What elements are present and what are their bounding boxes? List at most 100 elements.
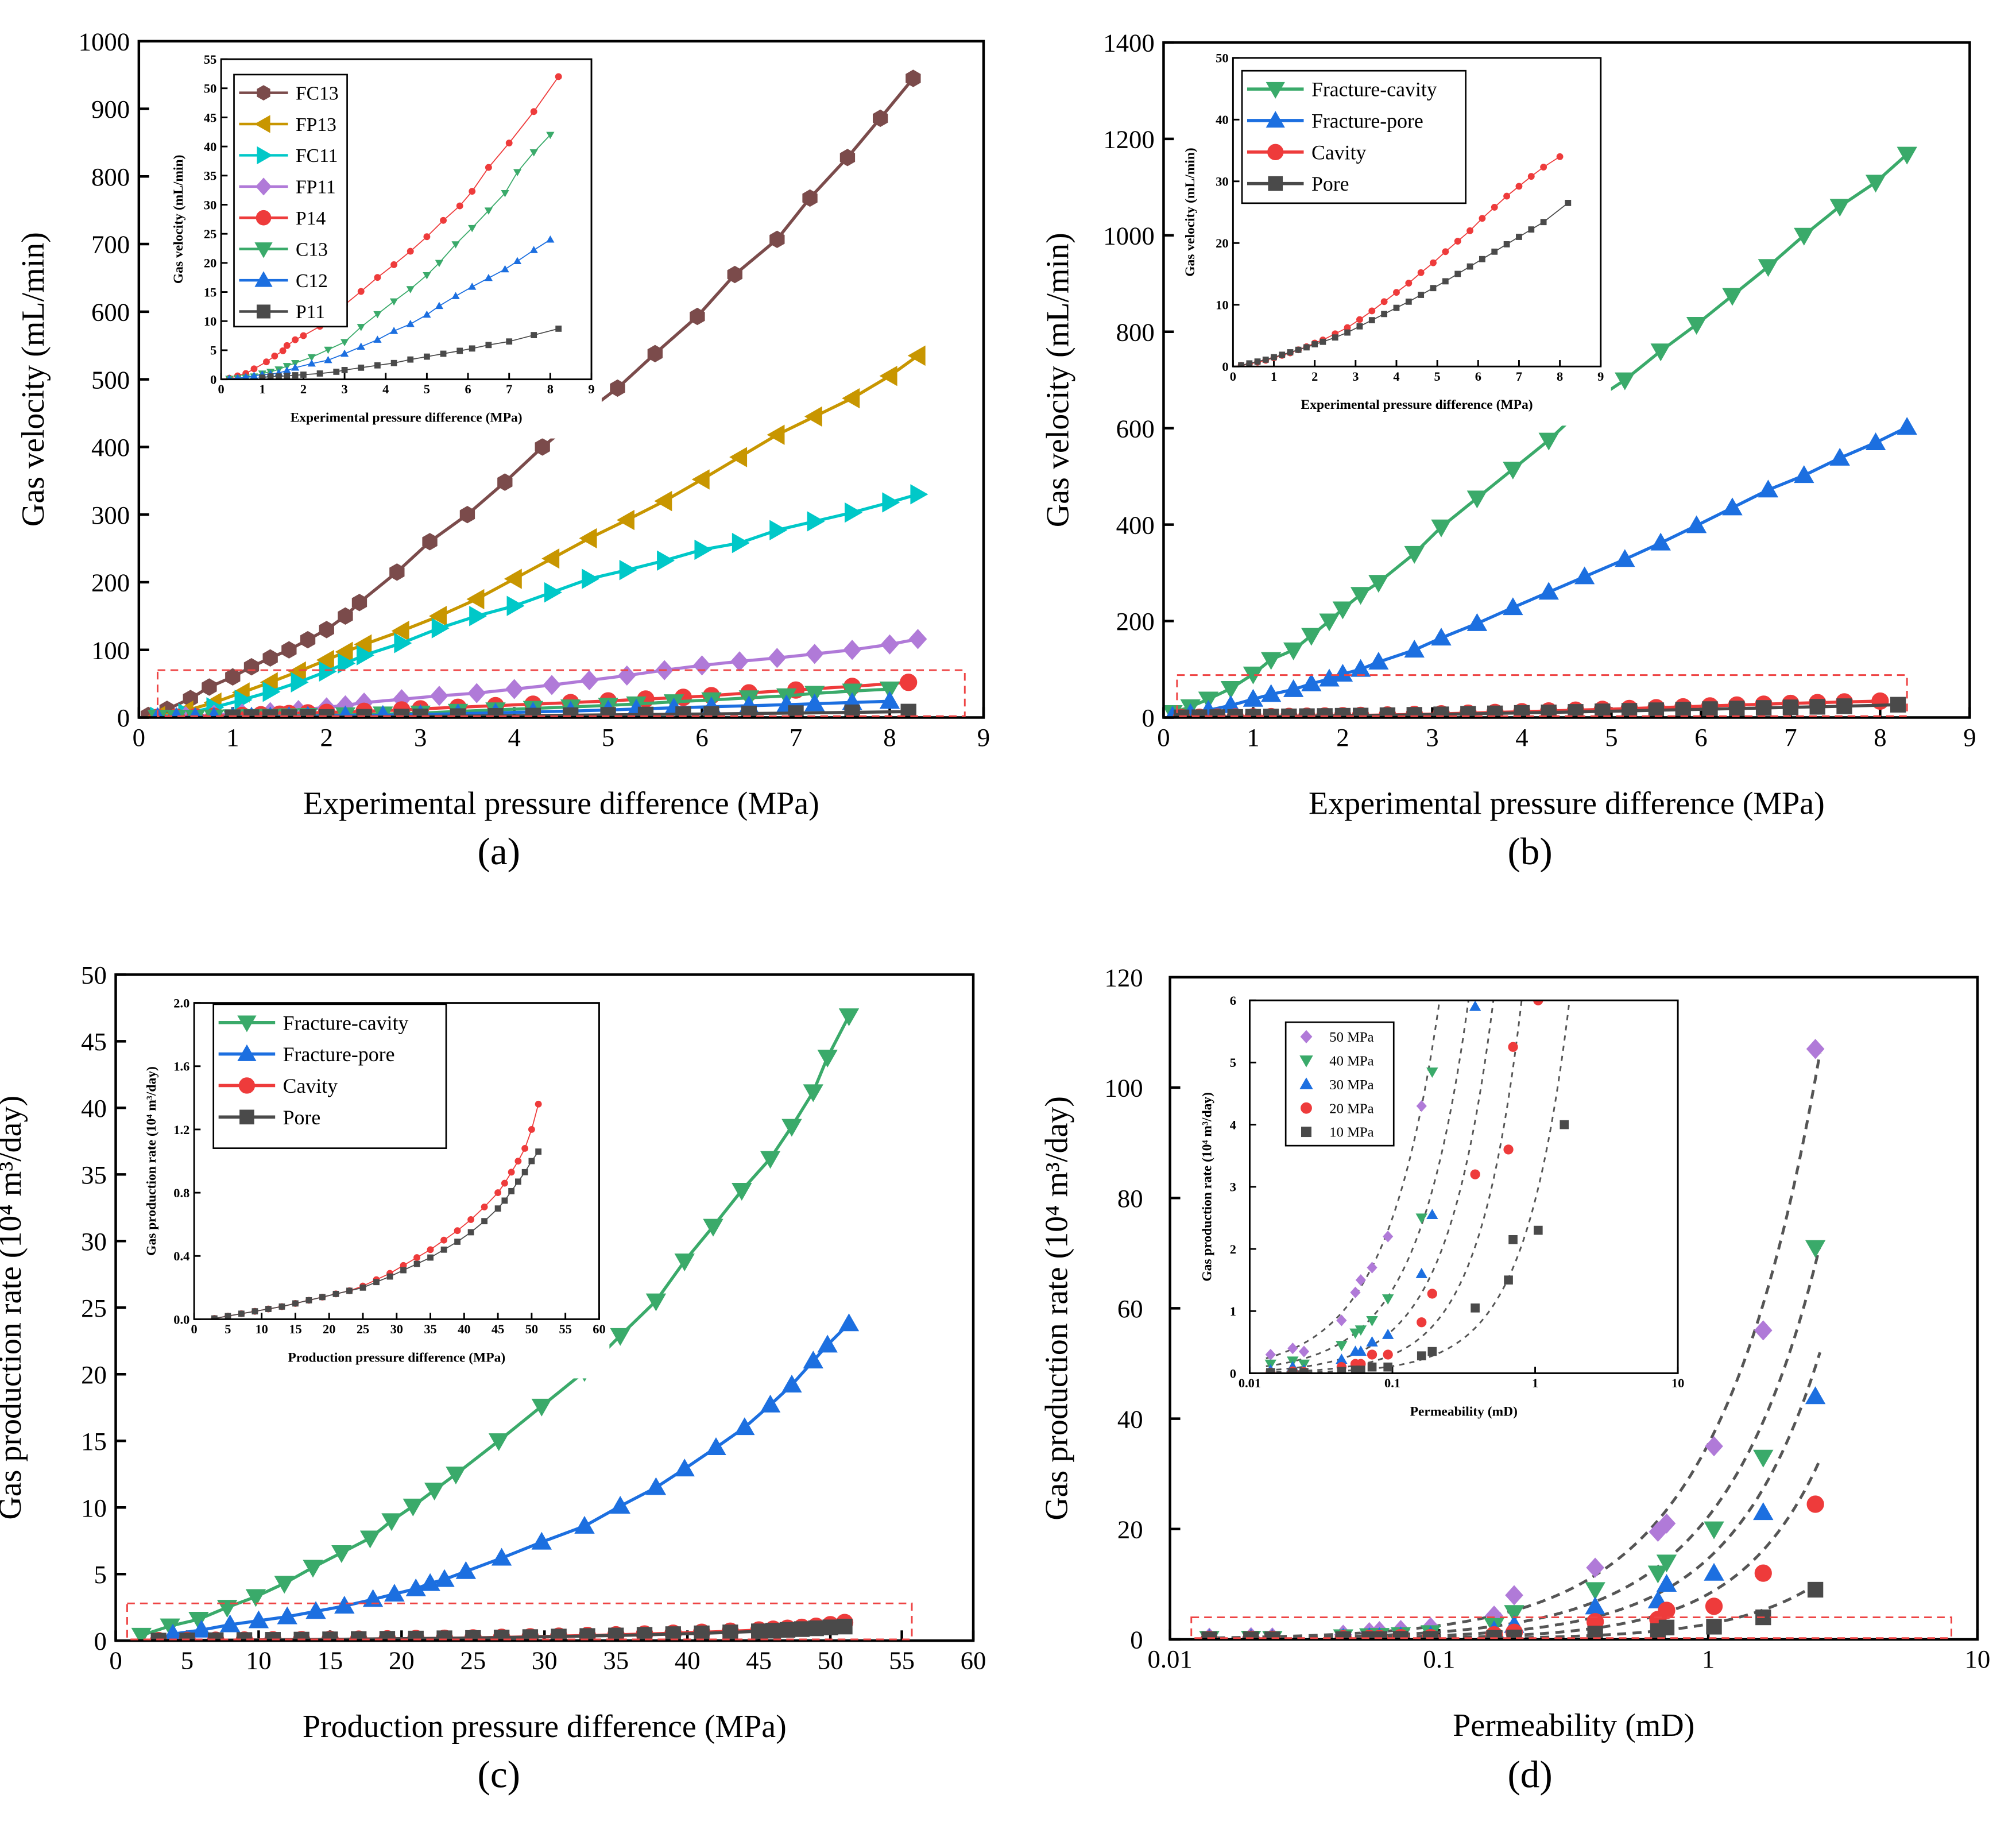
data-point bbox=[551, 1628, 567, 1641]
data-point bbox=[1586, 1557, 1604, 1578]
data-point bbox=[434, 1569, 455, 1587]
x-tick-label: 2 bbox=[1311, 369, 1318, 384]
data-point bbox=[423, 233, 431, 241]
data-point bbox=[900, 674, 918, 691]
data-point bbox=[1504, 1605, 1524, 1623]
y-tick-label: 300 bbox=[91, 501, 130, 529]
data-point bbox=[454, 1227, 461, 1235]
data-point bbox=[1427, 1289, 1437, 1299]
legend-0: FC13 FP13 FC11 FP11 P14 C13 C12 P11 bbox=[233, 74, 348, 328]
x-tick-label: 8 bbox=[1557, 369, 1563, 384]
data-point bbox=[1722, 497, 1743, 516]
data-point bbox=[1356, 323, 1363, 330]
data-point bbox=[1243, 688, 1264, 707]
data-point bbox=[1503, 192, 1511, 200]
data-point bbox=[1454, 238, 1461, 245]
legend-item: FP13 bbox=[239, 114, 336, 136]
y-tick-label: 50 bbox=[1216, 51, 1228, 65]
y-tick-label: 0 bbox=[1222, 359, 1228, 374]
data-point bbox=[1260, 684, 1282, 702]
fit-curve bbox=[1266, 1000, 1441, 1360]
data-point bbox=[521, 1169, 528, 1175]
data-point bbox=[522, 1629, 539, 1641]
x-axis-label: Experimental pressure difference (MPa) bbox=[1301, 397, 1533, 412]
y-tick-label: 600 bbox=[91, 298, 130, 327]
legend-label: 30 MPa bbox=[1329, 1077, 1373, 1093]
data-point bbox=[497, 473, 513, 491]
data-point bbox=[531, 332, 537, 338]
y-tick-label: 10 bbox=[1216, 298, 1228, 312]
data-point bbox=[1383, 1362, 1392, 1372]
data-point bbox=[468, 283, 477, 290]
data-point bbox=[657, 550, 675, 571]
y-tick-label: 600 bbox=[1116, 414, 1155, 443]
y-tick-label: 0 bbox=[94, 1627, 106, 1655]
data-point bbox=[838, 1313, 860, 1332]
data-point bbox=[263, 358, 270, 366]
data-point bbox=[1585, 1582, 1605, 1600]
plot-frame bbox=[1162, 41, 1971, 719]
data-point bbox=[451, 292, 460, 299]
data-point bbox=[501, 190, 509, 198]
data-point bbox=[265, 1306, 272, 1312]
data-point bbox=[357, 324, 365, 331]
data-point bbox=[274, 1576, 295, 1594]
inset-background bbox=[1198, 995, 1689, 1433]
x-tick-label: 10 bbox=[1671, 1376, 1684, 1390]
data-point bbox=[359, 1530, 381, 1549]
data-point bbox=[430, 686, 448, 706]
data-point bbox=[284, 373, 291, 379]
data-point bbox=[880, 634, 899, 655]
x-axis-label: Production pressure difference (MPa) bbox=[303, 1709, 787, 1744]
data-point bbox=[440, 216, 447, 224]
legend-label: FC11 bbox=[296, 145, 338, 167]
data-point bbox=[804, 406, 822, 427]
series-cavity bbox=[1173, 692, 1889, 718]
highlight-box bbox=[1190, 1616, 1952, 1639]
x-tick-label: 15 bbox=[289, 1322, 301, 1336]
x-tick-label: 0 bbox=[109, 1646, 122, 1674]
data-point bbox=[467, 1216, 475, 1223]
data-point bbox=[838, 1008, 860, 1027]
plot-area bbox=[211, 1100, 542, 1320]
plot-frame bbox=[1232, 57, 1602, 368]
data-point bbox=[291, 672, 309, 693]
y-tick-label: 0 bbox=[1230, 1366, 1236, 1380]
x-tick-label: 0.1 bbox=[1384, 1376, 1400, 1390]
data-point bbox=[1246, 360, 1253, 367]
data-point bbox=[908, 629, 927, 649]
data-point bbox=[389, 298, 398, 306]
data-point bbox=[1366, 1316, 1378, 1326]
fit-curve bbox=[1266, 1000, 1469, 1367]
data-point bbox=[1367, 1362, 1377, 1372]
data-point bbox=[335, 641, 353, 662]
data-point bbox=[1332, 664, 1353, 682]
data-point bbox=[530, 108, 537, 115]
data-point bbox=[373, 1279, 380, 1286]
x-tick-label: 8 bbox=[883, 723, 896, 752]
y-axis-label: Gas velocity (mL/min) bbox=[16, 232, 51, 527]
data-point bbox=[768, 648, 787, 668]
data-point bbox=[794, 1621, 810, 1637]
x-tick-label: 15 bbox=[318, 1646, 343, 1674]
data-point bbox=[541, 548, 560, 569]
data-point bbox=[324, 346, 332, 354]
y-tick-label: 500 bbox=[91, 365, 130, 394]
data-point bbox=[906, 69, 921, 87]
x-tick-label: 8 bbox=[1874, 723, 1886, 752]
data-point bbox=[610, 1496, 630, 1514]
y-tick-label: 35 bbox=[81, 1160, 107, 1189]
data-point bbox=[760, 1394, 781, 1413]
data-point bbox=[1355, 1345, 1367, 1356]
data-point bbox=[1383, 1231, 1394, 1243]
legend-marker bbox=[257, 85, 270, 101]
y-axis-label: Gas velocity (mL/min) bbox=[1183, 148, 1198, 277]
data-point bbox=[1515, 183, 1523, 190]
data-point bbox=[1404, 640, 1425, 658]
data-point bbox=[1574, 566, 1595, 585]
x-tick-label: 20 bbox=[323, 1322, 335, 1336]
legend-item: Pore bbox=[1247, 172, 1349, 195]
data-point bbox=[732, 1183, 752, 1201]
data-point bbox=[535, 1100, 542, 1108]
data-point bbox=[307, 354, 316, 362]
